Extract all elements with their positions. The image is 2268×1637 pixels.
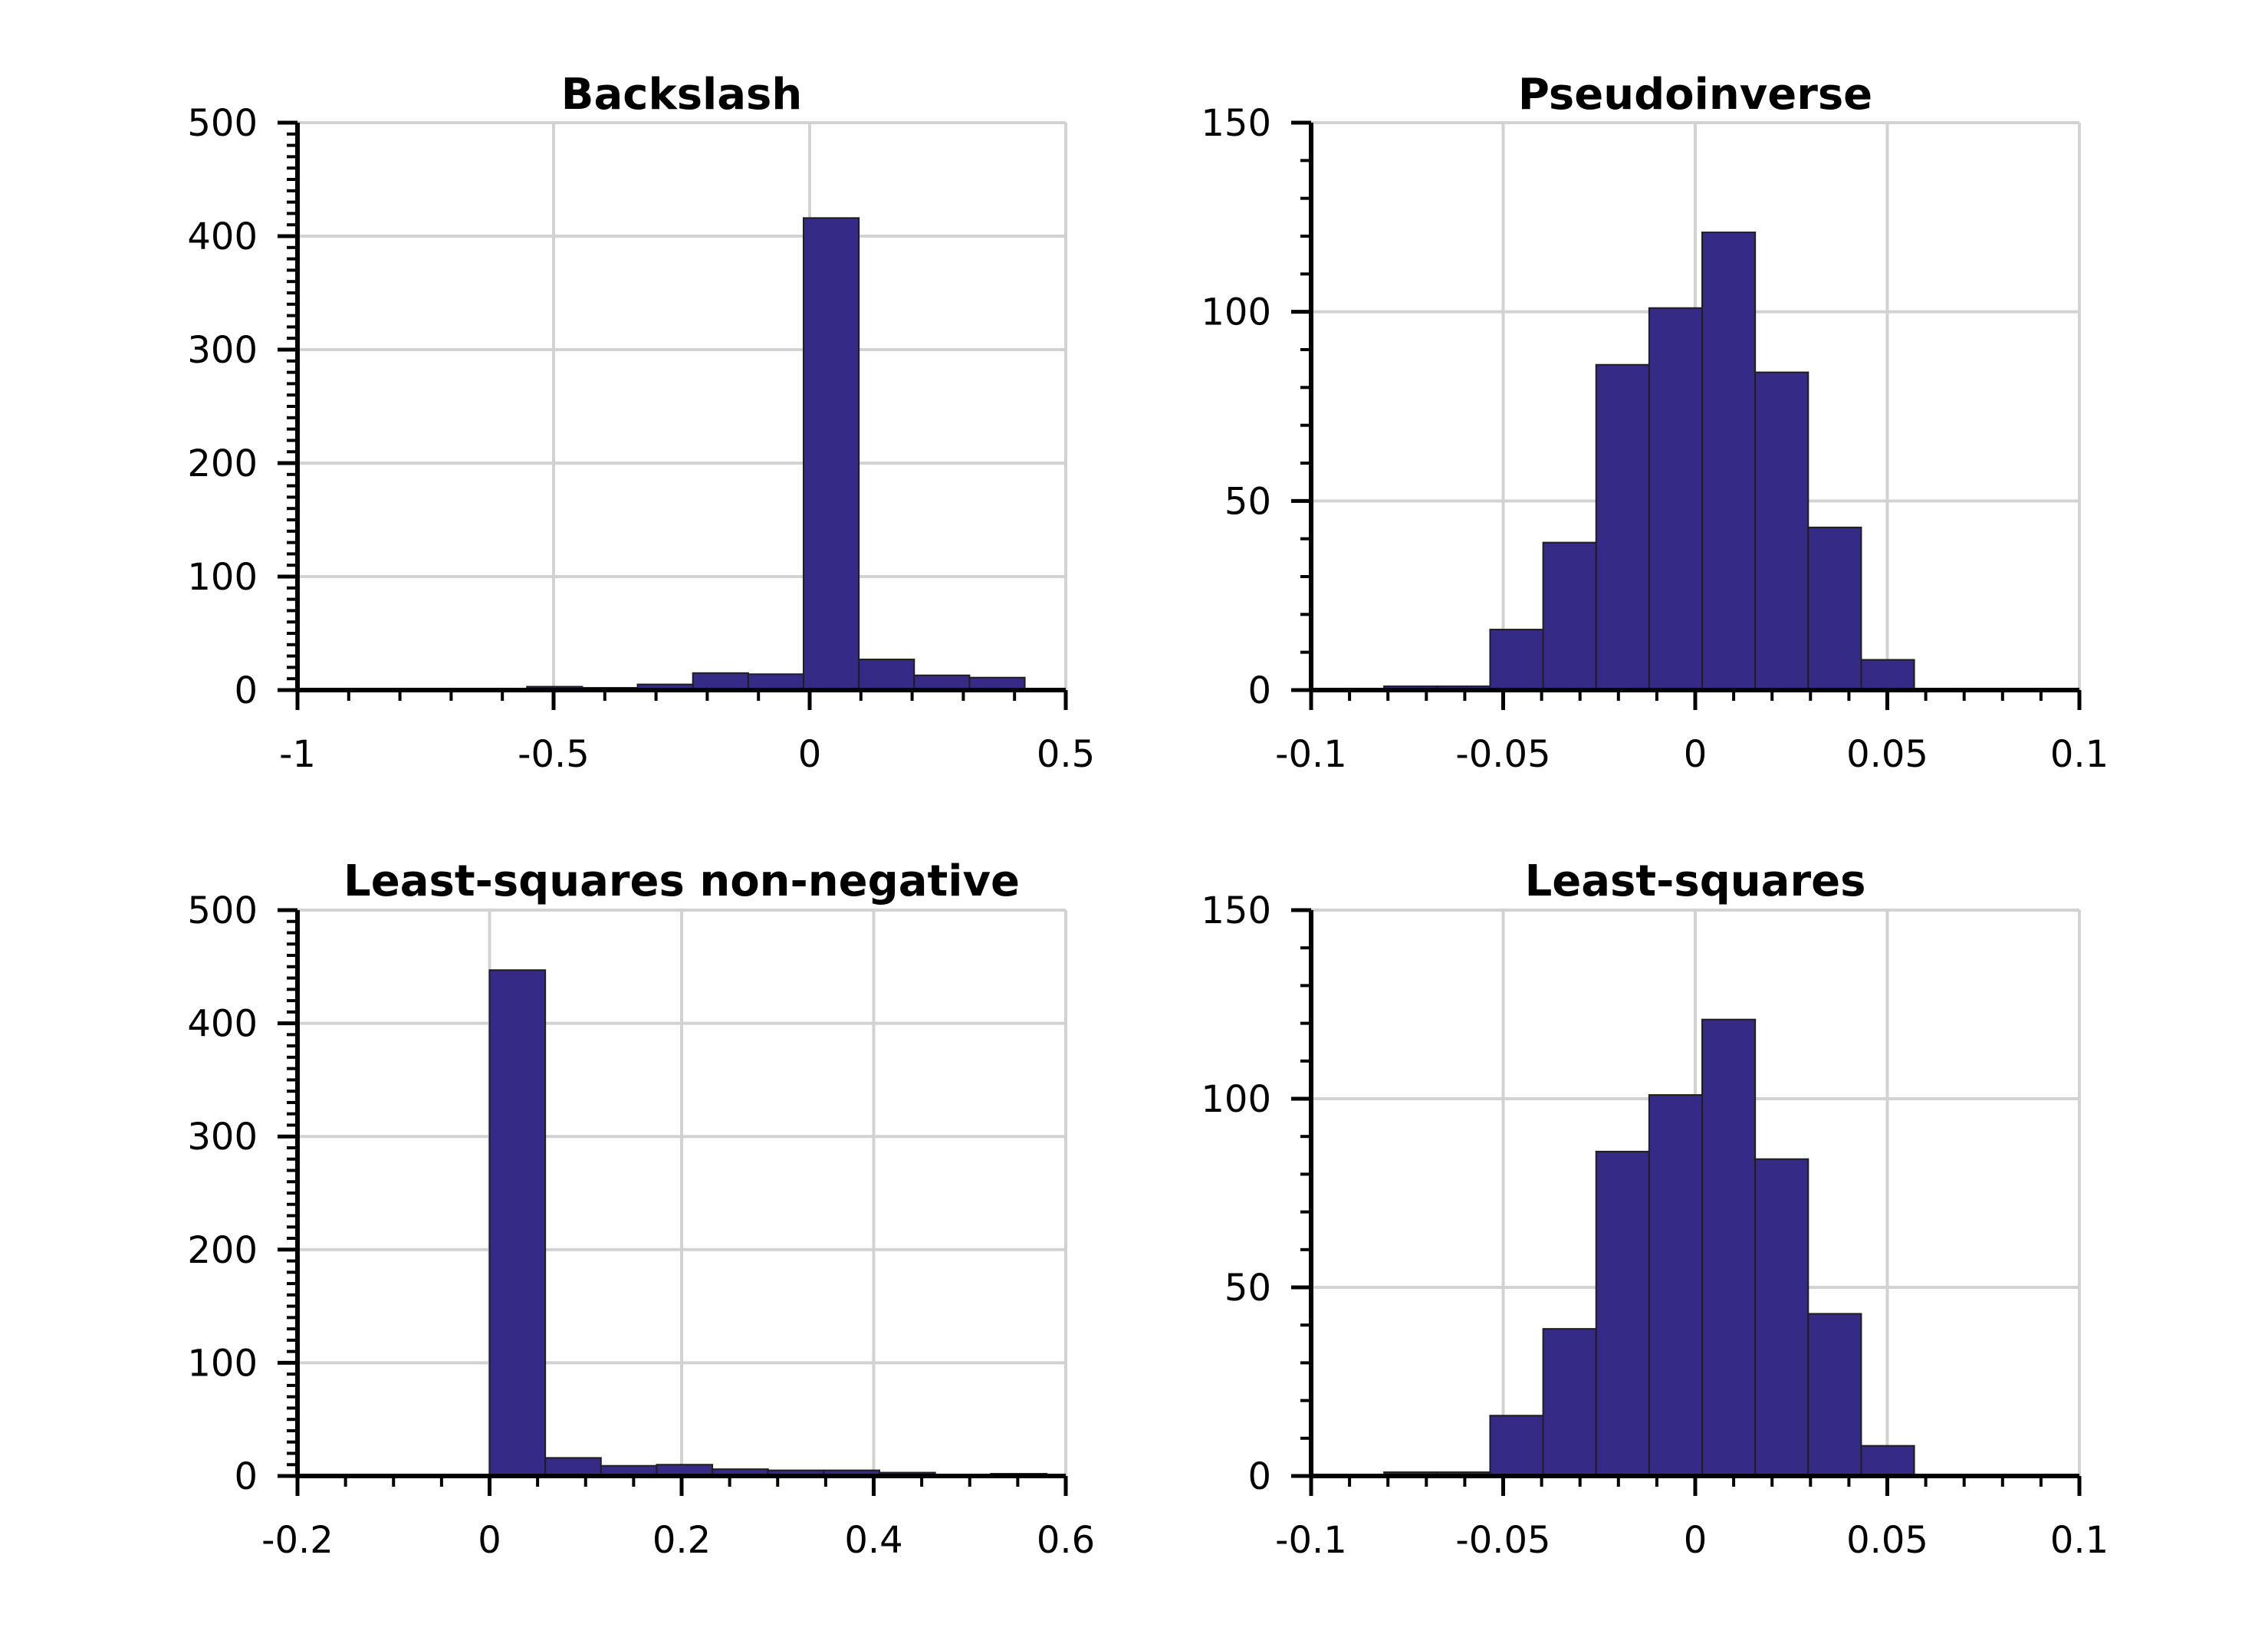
- bars: [1383, 1018, 1915, 1478]
- histogram-bar: [1754, 1158, 1809, 1477]
- x-tick-label: 0.5: [1037, 733, 1095, 776]
- x-tick-label: 0.1: [2050, 1519, 2109, 1562]
- y-tick-label: 0: [234, 1455, 258, 1498]
- histogram-bar: [1542, 541, 1597, 691]
- y-tick-label: 100: [1201, 1078, 1271, 1121]
- y-tick-label: 50: [1224, 480, 1271, 523]
- y-tick-label: 150: [1201, 102, 1271, 145]
- x-tick-label: -0.2: [261, 1519, 334, 1562]
- histogram-bar: [747, 673, 804, 692]
- bars: [488, 969, 1047, 1478]
- y-tick-label: 0: [1247, 669, 1271, 712]
- x-tick-label: 0.2: [652, 1519, 711, 1562]
- histogram-bar: [1860, 659, 1915, 691]
- panel-least-squares: -0.1 -0.05 0 0.05 0.1 0 50 100 150 Least-squares: [1201, 856, 2109, 1562]
- x-tick-label: -0.1: [1275, 1519, 1347, 1562]
- x-tick-label: -0.05: [1455, 733, 1550, 776]
- x-tick-label: 0.1: [2050, 733, 2109, 776]
- histogram-bar: [1489, 1415, 1544, 1478]
- histogram-bar: [802, 217, 860, 691]
- x-tick-label: 0.6: [1037, 1519, 1095, 1562]
- axes: -0.1 -0.05 0 0.05 0.1 0 50 100 150: [1201, 102, 2109, 776]
- histogram-bar: [1754, 371, 1809, 691]
- y-tick-label: 300: [187, 329, 258, 372]
- histogram-bar: [1648, 307, 1704, 691]
- y-tick-label: 200: [187, 1229, 258, 1272]
- histogram-bar: [1648, 1094, 1704, 1477]
- histogram-bar: [488, 969, 547, 1477]
- histogram-bar: [1489, 629, 1544, 691]
- histogram-bar: [1595, 363, 1650, 691]
- y-tick-label: 500: [187, 889, 258, 932]
- x-tick-label: 0: [1684, 1519, 1708, 1562]
- panel-backslash: -1 -0.5 0 0.5 0 100 200 300 400 500 Backslash: [187, 70, 1095, 776]
- histogram-bar: [1807, 526, 1862, 691]
- histogram-bar: [1807, 1313, 1862, 1477]
- histogram-bar: [1542, 1328, 1597, 1477]
- y-tick-label: 500: [187, 102, 258, 145]
- histogram-bar: [1860, 1445, 1915, 1478]
- histogram-bar: [1595, 1150, 1650, 1477]
- y-tick-label: 100: [187, 1342, 258, 1385]
- y-tick-label: 100: [1201, 291, 1271, 334]
- panel-title: Backslash: [561, 70, 802, 120]
- y-tick-label: 400: [187, 1003, 258, 1046]
- panel-least-squares-non-negative: -0.2 0 0.2 0.4 0.60100200300400500Least-squa…: [187, 856, 1095, 1562]
- x-tick-label: 0: [478, 1519, 501, 1562]
- y-tick-label: 0: [1247, 1455, 1271, 1498]
- axes: -1 -0.5 0 0.5 0 100 200 300 400 500: [187, 102, 1095, 776]
- x-tick-label: -0.1: [1275, 733, 1347, 776]
- x-tick-label: 0.05: [1846, 733, 1928, 776]
- y-tick-label: 400: [187, 215, 258, 258]
- panel-title: Pseudoinverse: [1518, 70, 1872, 120]
- bars: [1383, 232, 1915, 692]
- y-tick-label: 300: [187, 1116, 258, 1159]
- histogram-bar: [692, 672, 749, 691]
- x-tick-label: 0.05: [1846, 1519, 1928, 1562]
- y-tick-label: 0: [234, 669, 258, 712]
- axes: -0.1 -0.05 0 0.05 0.1 0 50 100 150: [1201, 889, 2109, 1562]
- y-tick-label: 50: [1224, 1267, 1271, 1310]
- x-tick-label: 0: [1684, 733, 1708, 776]
- histogram-bar: [1701, 232, 1757, 692]
- histogram-bar: [544, 1457, 602, 1478]
- histogram-bar: [858, 659, 915, 691]
- histogram-bar: [1701, 1018, 1757, 1478]
- y-tick-label: 200: [187, 442, 258, 485]
- x-tick-label: 0: [798, 733, 822, 776]
- x-tick-label: -1: [279, 733, 316, 776]
- panel-title: Least-squares: [1525, 856, 1866, 906]
- panel-pseudoinverse: -0.1 -0.05 0 0.05 0.1 0 50 100 150 Pseudoinverse: [1201, 70, 2109, 776]
- x-tick-label: 0.4: [844, 1519, 902, 1562]
- x-tick-label: -0.05: [1455, 1519, 1550, 1562]
- x-tick-label: -0.5: [518, 733, 590, 776]
- y-tick-label: 150: [1201, 889, 1271, 932]
- panel-title: Least-squares non-negative: [343, 856, 1020, 906]
- y-tick-label: 100: [187, 556, 258, 599]
